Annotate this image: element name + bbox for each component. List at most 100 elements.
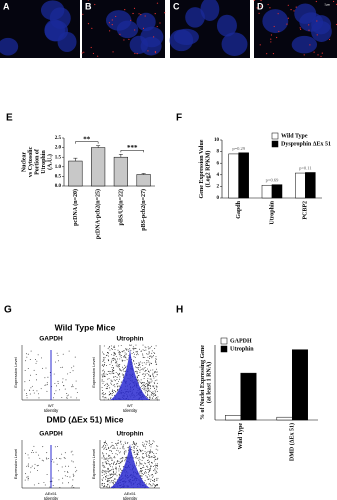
- cell-point: [144, 462, 146, 464]
- cell-point: [153, 351, 155, 353]
- cell-point: [107, 387, 108, 389]
- cell-point: [156, 468, 158, 470]
- cell-point: [101, 478, 103, 480]
- x-tick-label: Gapdh: [236, 200, 242, 218]
- cell-point: [152, 479, 154, 481]
- cell-point: [119, 353, 121, 355]
- cell-point: [149, 387, 151, 389]
- cell-point: [138, 459, 140, 461]
- cell-point: [113, 354, 115, 356]
- y-tick-label: 2.5: [55, 136, 62, 141]
- cell-point: [136, 371, 138, 373]
- cell-point: [151, 443, 153, 445]
- cell-point: [133, 443, 135, 445]
- cell-point: [138, 382, 140, 384]
- cell-point: [103, 358, 105, 360]
- cell-point: [145, 386, 147, 388]
- rna-dot: [133, 7, 136, 9]
- cell-point: [142, 353, 143, 355]
- cell-point: [149, 375, 151, 377]
- cell-point: [150, 378, 152, 380]
- cell-point: [137, 367, 138, 369]
- rna-dot: [108, 22, 111, 24]
- cell-point: [110, 464, 112, 466]
- cell-point: [152, 369, 154, 371]
- cell-point: [156, 398, 158, 400]
- cell-point: [117, 459, 119, 461]
- cell-point: [63, 457, 65, 458]
- cell-point: [108, 391, 110, 393]
- cell-point: [153, 460, 155, 462]
- cell-point: [106, 486, 107, 488]
- cell-point: [146, 443, 147, 445]
- cell-point: [113, 384, 115, 386]
- cell-point: [35, 451, 37, 453]
- cell-point: [156, 445, 158, 447]
- cell-point: [113, 474, 114, 476]
- rna-dot: [136, 53, 138, 55]
- cell-point: [114, 457, 116, 459]
- cell-point: [45, 457, 47, 459]
- cell-point: [113, 366, 115, 368]
- cell-point: [155, 484, 157, 486]
- cell-point: [121, 470, 123, 472]
- cell-point: [114, 353, 116, 355]
- cell-point: [53, 393, 55, 395]
- cell-point: [149, 371, 150, 373]
- cell-point: [118, 365, 120, 367]
- cell-point: [108, 385, 110, 387]
- cell-point: [150, 480, 151, 482]
- cell-point: [118, 465, 120, 467]
- cell-point: [135, 444, 137, 446]
- cell-point: [119, 370, 121, 372]
- cell-point: [105, 453, 107, 455]
- cell-point: [145, 463, 147, 465]
- cell-point: [30, 374, 32, 376]
- nucleus: [136, 12, 156, 32]
- cell-point: [113, 375, 115, 377]
- cell-point: [155, 356, 157, 358]
- cell-point: [133, 356, 135, 358]
- cell-point: [107, 463, 109, 464]
- cell-point: [143, 378, 145, 379]
- cell-point: [143, 386, 145, 388]
- cell-point: [35, 359, 36, 360]
- cell-point: [115, 355, 117, 357]
- cell-point: [120, 462, 122, 464]
- cell-point: [52, 459, 54, 461]
- cell-point: [72, 384, 73, 386]
- cell-point: [105, 463, 107, 464]
- cell-point: [155, 388, 157, 390]
- cell-point: [116, 475, 118, 477]
- cell-point: [134, 442, 135, 444]
- cell-point: [104, 461, 106, 463]
- cell-point: [104, 485, 106, 487]
- cell-point: [31, 450, 33, 452]
- cell-point: [111, 450, 112, 452]
- cell-point: [52, 485, 54, 487]
- cell-point: [33, 369, 35, 371]
- cell-point: [113, 367, 115, 369]
- cell-point: [26, 476, 28, 478]
- cell-point: [111, 391, 113, 392]
- cell-point: [147, 346, 149, 348]
- cell-point: [157, 457, 159, 459]
- cell-point: [67, 373, 69, 375]
- cell-point: [120, 370, 122, 372]
- cell-point: [62, 353, 64, 355]
- cell-point: [130, 344, 132, 346]
- cell-point: [145, 363, 147, 365]
- cell-point: [147, 395, 149, 396]
- panel-label: H: [176, 305, 183, 316]
- rna-dot: [320, 55, 322, 58]
- rna-dot: [134, 29, 136, 31]
- cell-point: [109, 371, 111, 373]
- cell-point: [107, 458, 109, 460]
- cell-point: [120, 472, 122, 474]
- cell-point: [127, 446, 129, 448]
- cell-point: [136, 367, 138, 369]
- x-tick-label: pcDNA (n=20): [72, 189, 79, 226]
- panel-label: B: [85, 1, 92, 11]
- cell-point: [112, 479, 114, 481]
- cell-point: [107, 374, 109, 375]
